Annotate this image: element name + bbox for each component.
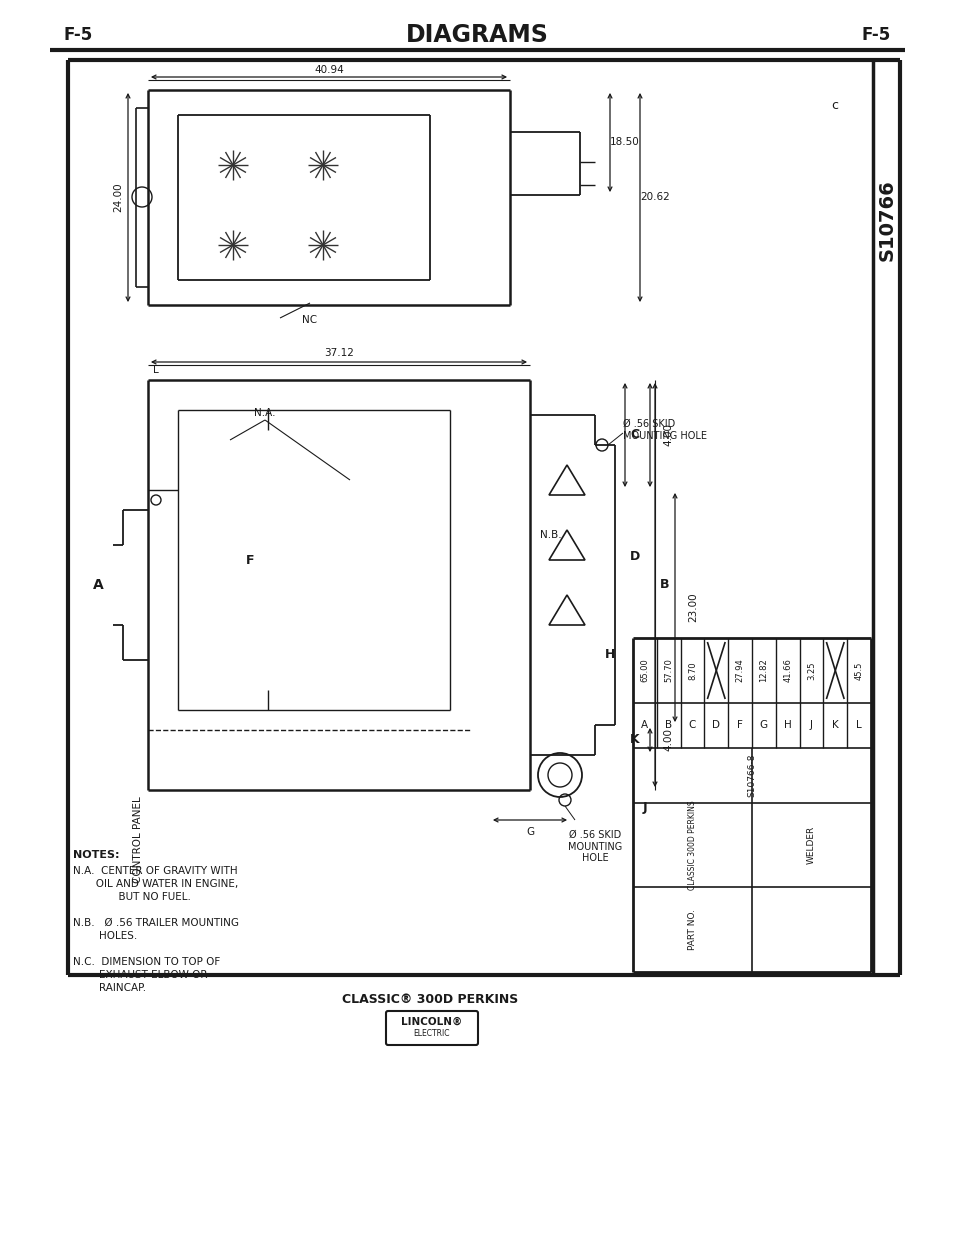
Text: N.B.   Ø .56 TRAILER MOUNTING: N.B. Ø .56 TRAILER MOUNTING bbox=[73, 918, 239, 927]
FancyBboxPatch shape bbox=[386, 1011, 477, 1045]
Text: PART NO.: PART NO. bbox=[687, 909, 697, 950]
Text: F-5: F-5 bbox=[861, 26, 890, 44]
Text: S10766: S10766 bbox=[877, 179, 896, 261]
Text: 4.00: 4.00 bbox=[662, 729, 672, 752]
Text: c: c bbox=[831, 99, 838, 111]
Text: L: L bbox=[152, 366, 158, 375]
Text: G: G bbox=[759, 720, 767, 730]
Text: A: A bbox=[640, 720, 648, 730]
Text: WELDER: WELDER bbox=[806, 826, 815, 864]
Text: CONTROL PANEL: CONTROL PANEL bbox=[132, 797, 143, 883]
Text: N.A.  CENTER OF GRAVITY WITH: N.A. CENTER OF GRAVITY WITH bbox=[73, 866, 237, 876]
Text: 8.70: 8.70 bbox=[687, 661, 697, 679]
Text: A: A bbox=[92, 578, 103, 592]
Text: Ø .56 SKID
MOUNTING
HOLE: Ø .56 SKID MOUNTING HOLE bbox=[567, 830, 621, 863]
Text: C: C bbox=[630, 429, 639, 441]
Text: D: D bbox=[712, 720, 720, 730]
Text: 27.94: 27.94 bbox=[735, 658, 744, 683]
Text: DIAGRAMS: DIAGRAMS bbox=[405, 23, 548, 47]
Text: N.B.: N.B. bbox=[539, 530, 561, 540]
Text: L: L bbox=[856, 720, 862, 730]
Text: EXHAUST ELBOW OR: EXHAUST ELBOW OR bbox=[73, 969, 208, 981]
Text: H: H bbox=[604, 648, 615, 662]
Text: F: F bbox=[737, 720, 742, 730]
Text: 57.70: 57.70 bbox=[663, 658, 673, 683]
Text: 41.66: 41.66 bbox=[782, 658, 791, 683]
Text: Ø .56 SKID
MOUNTING HOLE: Ø .56 SKID MOUNTING HOLE bbox=[622, 419, 706, 441]
Text: 3.25: 3.25 bbox=[806, 661, 815, 679]
Text: 45.5: 45.5 bbox=[854, 661, 862, 679]
Text: NC: NC bbox=[302, 315, 317, 325]
Text: G: G bbox=[525, 827, 534, 837]
Text: RAINCAP.: RAINCAP. bbox=[73, 983, 146, 993]
Text: J: J bbox=[809, 720, 812, 730]
Text: F-5: F-5 bbox=[63, 26, 92, 44]
Text: F: F bbox=[246, 553, 254, 567]
Text: 23.00: 23.00 bbox=[687, 593, 698, 621]
Text: 40.94: 40.94 bbox=[314, 65, 343, 75]
Text: CLASSIC 300D PERKINS: CLASSIC 300D PERKINS bbox=[687, 800, 697, 889]
Text: BUT NO FUEL.: BUT NO FUEL. bbox=[73, 892, 191, 902]
Text: H: H bbox=[783, 720, 791, 730]
Text: 65.00: 65.00 bbox=[639, 658, 649, 683]
Text: B: B bbox=[659, 578, 669, 592]
Text: 12.82: 12.82 bbox=[759, 658, 767, 683]
Text: C: C bbox=[688, 720, 696, 730]
Text: S10766-8: S10766-8 bbox=[747, 753, 756, 798]
Text: K: K bbox=[630, 734, 639, 746]
Text: N.C.  DIMENSION TO TOP OF: N.C. DIMENSION TO TOP OF bbox=[73, 957, 220, 967]
Text: HOLES.: HOLES. bbox=[73, 931, 137, 941]
Text: 4.00: 4.00 bbox=[662, 424, 672, 447]
Text: OIL AND WATER IN ENGINE,: OIL AND WATER IN ENGINE, bbox=[73, 879, 238, 889]
Text: N.A.: N.A. bbox=[254, 408, 275, 417]
Text: CLASSIC® 300D PERKINS: CLASSIC® 300D PERKINS bbox=[341, 993, 517, 1007]
Text: 24.00: 24.00 bbox=[112, 183, 123, 212]
Text: 20.62: 20.62 bbox=[639, 191, 669, 203]
Text: K: K bbox=[831, 720, 838, 730]
Text: D: D bbox=[629, 551, 639, 563]
Text: J: J bbox=[642, 802, 647, 815]
Text: ELECTRIC: ELECTRIC bbox=[414, 1030, 450, 1039]
Text: NOTES:: NOTES: bbox=[73, 850, 119, 860]
Text: B: B bbox=[664, 720, 672, 730]
Text: 37.12: 37.12 bbox=[324, 348, 354, 358]
Text: 18.50: 18.50 bbox=[610, 137, 639, 147]
Text: LINCOLN®: LINCOLN® bbox=[401, 1016, 462, 1028]
